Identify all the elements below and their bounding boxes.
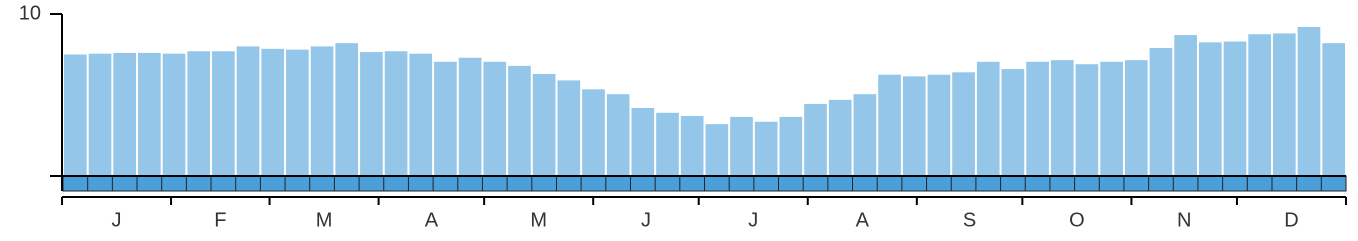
bar [88, 53, 112, 176]
bar [705, 124, 729, 176]
bar [952, 72, 975, 176]
x-tick-label: O [1069, 209, 1085, 231]
bar [902, 76, 926, 176]
bar [434, 61, 457, 176]
bar [532, 73, 556, 176]
bar [384, 51, 408, 177]
bar [754, 121, 778, 176]
bar [680, 116, 704, 176]
chart: 10 J F M A M J J A S O N D [19, 2, 1347, 231]
bar [631, 107, 655, 176]
bar [1297, 26, 1321, 177]
bar [828, 99, 852, 176]
bar [187, 51, 211, 177]
bar [138, 52, 161, 176]
bar [557, 80, 581, 176]
bar [1124, 60, 1148, 176]
bar [779, 116, 803, 176]
bar [582, 89, 605, 176]
x-tick-label: A [856, 209, 870, 231]
bar [1248, 34, 1271, 176]
x-tick-label: J [112, 209, 122, 231]
bar [113, 52, 137, 176]
bar [310, 46, 334, 177]
bar [853, 94, 877, 176]
bar [878, 74, 901, 176]
bar [1272, 33, 1296, 176]
x-tick-label: D [1284, 209, 1298, 231]
bar [1198, 42, 1222, 176]
x-tick-label: M [530, 209, 547, 231]
x-tick-label: J [748, 209, 758, 231]
bar [1050, 60, 1074, 176]
bar [483, 61, 507, 176]
x-tick-label: J [641, 209, 651, 231]
x-tick-label: F [214, 209, 226, 231]
y-tick-label: 10 [19, 2, 41, 24]
bar [458, 57, 482, 176]
bar [1174, 35, 1197, 177]
bar [335, 43, 359, 176]
bar [212, 51, 235, 177]
bar [804, 103, 827, 176]
bar [409, 53, 433, 176]
bar [730, 116, 753, 176]
bar [1322, 43, 1345, 176]
bar [1075, 64, 1099, 176]
bar [508, 65, 531, 176]
bar [64, 54, 87, 176]
bar [286, 49, 309, 176]
x-tick-label: N [1177, 209, 1191, 231]
bar [236, 46, 260, 177]
bar [656, 112, 679, 176]
bar [1149, 48, 1173, 176]
bar [1026, 61, 1049, 176]
bar [360, 52, 383, 176]
bar [1001, 69, 1025, 176]
x-tick-label: A [425, 209, 439, 231]
bar [1223, 41, 1247, 176]
bar [927, 74, 951, 176]
x-tick-label: M [316, 209, 333, 231]
bar [162, 53, 186, 176]
bar [606, 94, 630, 176]
bar [261, 48, 285, 176]
bar [1100, 61, 1123, 176]
x-tick-label: S [963, 209, 976, 231]
bar [976, 61, 1000, 176]
